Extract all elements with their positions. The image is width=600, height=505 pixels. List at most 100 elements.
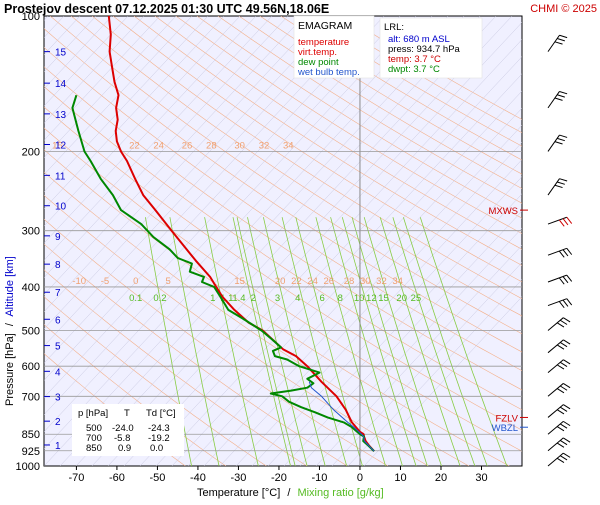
pressure-tick-label: 200 xyxy=(22,146,40,158)
wind-barb-icon xyxy=(547,420,571,435)
altitude-tick-label: 8 xyxy=(55,260,61,271)
dry-adiabat-line xyxy=(133,16,522,266)
dry-adiabat-line xyxy=(196,16,522,219)
lrl-alt: alt: 680 m ASL xyxy=(388,34,450,45)
table-cell: -19.2 xyxy=(148,433,170,444)
pressure-tick-label: 400 xyxy=(22,282,40,294)
dry-adiabat-line xyxy=(217,16,522,204)
altitude-tick-label: 14 xyxy=(55,79,67,90)
mixing-ratio-label: 0.2 xyxy=(153,293,166,304)
y-axis-label-pressure: Pressure [hPa] xyxy=(4,333,16,406)
wind-barbs xyxy=(547,34,573,467)
isotherm-line xyxy=(44,16,417,415)
isotherm-label: 34 xyxy=(392,276,403,287)
level-marker-label: MXWS xyxy=(488,206,518,217)
isotherm-line xyxy=(171,90,522,466)
mixing-ratio-label: 3 xyxy=(275,293,280,304)
isotherm-line xyxy=(44,16,465,466)
isotherm-line xyxy=(44,16,209,193)
legend-title: EMAGRAM xyxy=(298,20,352,32)
isotherm-label: 0 xyxy=(133,276,138,287)
wind-barb-icon xyxy=(547,274,573,285)
dry-adiabat-line xyxy=(71,16,522,317)
table-cell: -24.3 xyxy=(148,423,170,434)
lrl-press: press: 934.7 hPa xyxy=(388,44,461,55)
lrl-temp: temp: 3.7 °C xyxy=(388,54,441,65)
isotherm-line xyxy=(44,16,177,158)
wind-barb-icon xyxy=(547,134,568,152)
table-cell: -24.0 xyxy=(112,423,134,434)
temperature-tick-label: -50 xyxy=(149,472,165,484)
isotherm-line xyxy=(44,16,337,330)
wind-barb-icon xyxy=(547,339,571,354)
y-axis-label-altitude: Altitude [km] xyxy=(4,256,16,317)
isotherm-line xyxy=(203,124,522,466)
mixing-ratio-label: 20 xyxy=(396,293,407,304)
table-cell: -5.8 xyxy=(114,433,130,444)
isotherm-label: 28 xyxy=(344,276,355,287)
isotherm-line xyxy=(187,107,522,466)
temperature-tick-label: -60 xyxy=(109,472,125,484)
wind-barb-icon xyxy=(547,437,571,452)
mixing-ratio-label: 1.4 xyxy=(232,293,245,304)
isotherm-label: 20 xyxy=(275,276,286,287)
isotherm-line xyxy=(44,16,145,124)
altitude-tick-label: 4 xyxy=(55,367,61,378)
isotherm-line xyxy=(363,296,522,466)
isotherm-label: 28 xyxy=(206,140,217,151)
temperature-tick-label: -20 xyxy=(271,472,287,484)
pressure-tick-label: 850 xyxy=(22,429,40,441)
altitude-tick-label: 15 xyxy=(55,48,67,59)
isotherm-label: 26 xyxy=(182,140,193,151)
isotherm-line xyxy=(44,16,273,261)
y-axis-label: Pressure [hPa] / Altitude [km] xyxy=(4,256,16,406)
wind-barb-icon xyxy=(547,247,573,258)
isotherm-line xyxy=(44,16,321,313)
isotherm-label: 32 xyxy=(376,276,387,287)
temperature-tick-label: 0 xyxy=(357,472,363,484)
x-axis-label-temperature: Temperature [°C] xyxy=(197,487,280,499)
dry-adiabat-line xyxy=(112,16,522,283)
legend-item-virt-temp: virt.temp. xyxy=(298,47,337,58)
isotherm-line xyxy=(44,16,305,295)
wind-barb-icon xyxy=(547,452,571,467)
isotherm-line xyxy=(44,16,401,398)
isotherm-line xyxy=(123,39,522,466)
isotherm-line xyxy=(44,16,353,347)
mixing-ratio-label: 25 xyxy=(411,293,422,304)
table-cell: 0.9 xyxy=(118,443,131,454)
altitude-tick-label: 2 xyxy=(55,417,61,428)
mixing-ratio-label: 10 xyxy=(354,293,365,304)
altitude-tick-label: 7 xyxy=(55,288,61,299)
isotherm-label: 24 xyxy=(307,276,318,287)
mixing-ratio-label: 12 xyxy=(366,293,377,304)
temperature-tick-label: 10 xyxy=(394,472,406,484)
isotherm-label: 15 xyxy=(234,276,245,287)
wind-barb-icon xyxy=(547,359,571,373)
isotherm-label: -10 xyxy=(72,276,86,287)
level-marker-label: WBZL xyxy=(492,423,518,434)
pressure-tick-label: 925 xyxy=(22,446,40,458)
table-cell: 700 xyxy=(86,433,102,444)
dry-adiabat-line xyxy=(92,16,522,300)
table-row: 850 0.9 0.0 xyxy=(86,443,163,454)
isotherm-label: 15 xyxy=(52,140,63,151)
series-line-temperature xyxy=(107,16,375,452)
table-header-p: p [hPa] xyxy=(78,408,108,419)
wind-barb-icon xyxy=(547,34,568,52)
isotherm-line xyxy=(315,244,522,466)
altitude-tick-label: 11 xyxy=(55,171,66,182)
y-axis-label-sep: / xyxy=(4,322,16,326)
mixing-ratio-label: 0.1 xyxy=(129,293,142,304)
wind-barb-icon xyxy=(547,178,568,196)
temperature-tick-label: -70 xyxy=(68,472,84,484)
isotherm-line xyxy=(44,16,129,107)
isotherm-line xyxy=(44,16,193,175)
mixing-ratio-label: 8 xyxy=(338,293,343,304)
altitude-tick-label: 13 xyxy=(55,110,67,121)
series-line-dew-point xyxy=(71,94,375,452)
altitude-tick-label: 5 xyxy=(55,342,61,353)
dry-adiabat-line xyxy=(175,16,522,234)
mixing-ratio-label: 4 xyxy=(295,293,300,304)
